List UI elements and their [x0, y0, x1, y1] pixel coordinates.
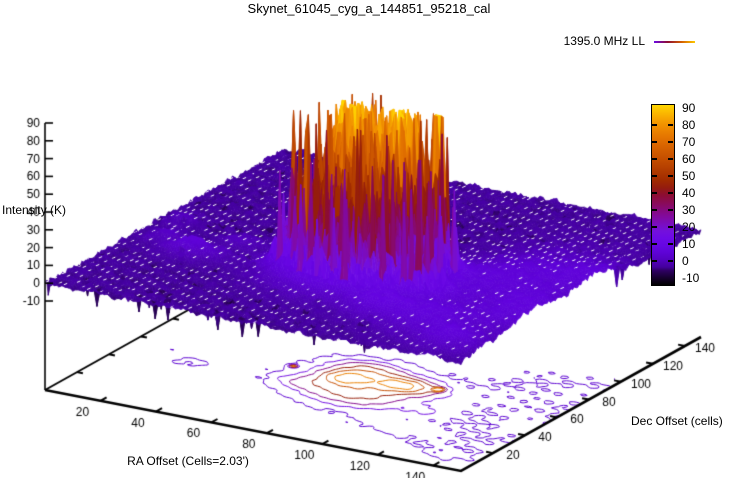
colorbar-tick: [668, 260, 673, 262]
z-axis-label: Intensity (K): [2, 203, 67, 217]
colorbar-tick: [668, 226, 673, 228]
colorbar-tick-label: 0: [682, 254, 689, 268]
colorbar-tick-label: -10: [682, 271, 700, 285]
colorbar-tick: [668, 243, 673, 245]
colorbar-tick: [668, 175, 673, 177]
colorbar-tick-label: 20: [682, 220, 696, 234]
legend-line-sample: [654, 41, 695, 43]
colorbar-tick-label: 70: [682, 135, 696, 149]
colorbar-tick-label: 50: [682, 169, 696, 183]
colorbar-tick: [652, 209, 657, 211]
colorbar-tick-label: 10: [682, 237, 696, 251]
plot-title: Skynet_61045_cyg_a_144851_95218_cal: [247, 1, 491, 16]
colorbar-tick: [652, 226, 657, 228]
colorbar-gradient: [651, 104, 675, 286]
legend-label: 1395.0 MHz LL: [563, 34, 645, 48]
colorbar-tick-label: 40: [682, 186, 696, 200]
colorbar-tick: [668, 192, 673, 194]
colorbar-tick: [652, 243, 657, 245]
colorbar-tick-label: 60: [682, 152, 696, 166]
colorbar-tick: [652, 124, 657, 126]
colorbar-tick: [668, 158, 673, 160]
colorbar-tick: [652, 260, 657, 262]
colorbar-tick: [668, 141, 673, 143]
colorbar-tick-label: 90: [682, 101, 696, 115]
y-axis-label: Dec Offset (cells): [631, 414, 723, 428]
colorbar-tick: [652, 192, 657, 194]
colorbar-tick: [668, 209, 673, 211]
colorbar-tick: [652, 141, 657, 143]
colorbar-tick: [652, 158, 657, 160]
colorbar-tick-label: 80: [682, 118, 696, 132]
colorbar-tick: [668, 124, 673, 126]
x-axis-label: RA Offset (Cells=2.03'): [127, 454, 249, 468]
colorbar-tick: [652, 175, 657, 177]
colorbar-tick-label: 30: [682, 203, 696, 217]
